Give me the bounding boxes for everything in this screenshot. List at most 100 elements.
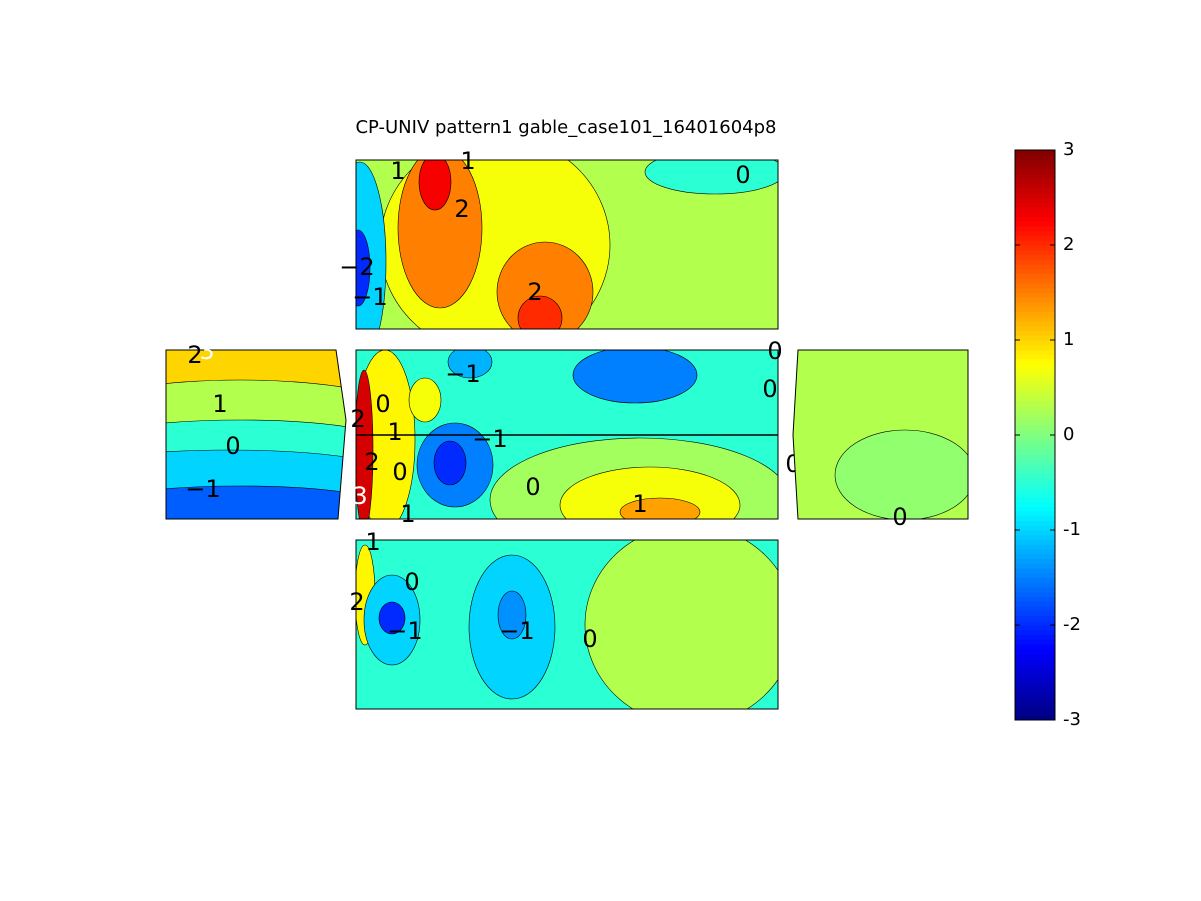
colorbar-tick-label: -2: [1063, 614, 1081, 635]
colorbar-swatch: [1015, 568, 1055, 574]
colorbar-swatch: [1015, 468, 1055, 474]
colorbar-swatch: [1015, 463, 1055, 469]
contour-label: −1: [445, 360, 480, 388]
colorbar-swatch: [1015, 283, 1055, 289]
contour-region: [834, 429, 968, 519]
contour-label: 0: [762, 375, 777, 403]
colorbar-swatch: [1015, 525, 1055, 531]
colorbar-swatch: [1015, 278, 1055, 284]
colorbar-swatch: [1015, 226, 1055, 232]
colorbar-swatch: [1015, 344, 1055, 350]
colorbar-swatch: [1015, 202, 1055, 208]
colorbar-swatch: [1015, 544, 1055, 550]
colorbar-swatch: [1015, 306, 1055, 312]
colorbar-swatch: [1015, 425, 1055, 431]
panel-border: [355, 349, 779, 520]
colorbar-swatch: [1015, 705, 1055, 711]
colorbar-swatch: [1015, 169, 1055, 175]
colorbar-swatch: [1015, 373, 1055, 379]
colorbar-swatch: [1015, 178, 1055, 184]
contour-label: 0: [767, 337, 782, 365]
panel: [793, 350, 968, 519]
colorbar-swatch: [1015, 487, 1055, 493]
colorbar-swatch: [1015, 591, 1055, 597]
colorbar-swatch: [1015, 359, 1055, 365]
contour-label: 2: [350, 405, 365, 433]
colorbar-swatch: [1015, 563, 1055, 569]
panel-border: [355, 159, 779, 330]
contour-label: 0: [735, 161, 750, 189]
colorbar-swatch: [1015, 240, 1055, 246]
contour-region: [356, 229, 371, 307]
colorbar-swatch: [1015, 648, 1055, 654]
colorbar-swatch: [1015, 572, 1055, 578]
colorbar-swatch: [1015, 392, 1055, 398]
colorbar-tick-label: 3: [1063, 139, 1074, 160]
colorbar-swatch: [1015, 691, 1055, 697]
colorbar-swatch: [1015, 216, 1055, 222]
colorbar-swatch: [1015, 316, 1055, 322]
contour-label: −1: [352, 283, 387, 311]
colorbar-swatch: [1015, 677, 1055, 683]
colorbar-swatch: [1015, 682, 1055, 688]
colorbar-swatch: [1015, 558, 1055, 564]
colorbar-swatch: [1015, 520, 1055, 526]
colorbar-swatch: [1015, 496, 1055, 502]
colorbar-swatch: [1015, 292, 1055, 298]
colorbar-swatch: [1015, 658, 1055, 664]
colorbar-swatch: [1015, 710, 1055, 716]
contour-region: [517, 295, 563, 329]
colorbar-swatch: [1015, 340, 1055, 346]
contour-region: [644, 160, 778, 195]
colorbar-swatch: [1015, 663, 1055, 669]
contour-label: 0: [392, 458, 407, 486]
contour-region: [356, 369, 374, 519]
colorbar-swatch: [1015, 150, 1055, 156]
contour-region: [619, 497, 701, 519]
colorbar-swatch: [1015, 197, 1055, 203]
colorbar-tick-label: -1: [1063, 519, 1081, 540]
colorbar-swatch: [1015, 601, 1055, 607]
contour-region: [497, 590, 527, 640]
contour-label: 2: [454, 195, 469, 223]
colorbar-swatch: [1015, 625, 1055, 631]
contour-label: −1: [185, 475, 220, 503]
colorbar-tick-label: 1: [1063, 329, 1074, 350]
colorbar-swatch: [1015, 539, 1055, 545]
contour-region: [584, 540, 778, 709]
contour-label: 2: [364, 448, 379, 476]
colorbar-swatch: [1015, 211, 1055, 217]
contour-label: 3: [352, 482, 367, 510]
colorbar-swatch: [1015, 473, 1055, 479]
contour-label: 2: [527, 278, 542, 306]
colorbar-swatch: [1015, 610, 1055, 616]
colorbar-swatch: [1015, 530, 1055, 536]
contour-label: 1: [212, 390, 227, 418]
colorbar-swatch: [1015, 634, 1055, 640]
contour-label: 0: [404, 568, 419, 596]
contour-label: 1: [365, 528, 380, 556]
colorbar-swatch: [1015, 173, 1055, 179]
colorbar-swatch: [1015, 230, 1055, 236]
colorbar-swatch: [1015, 302, 1055, 308]
colorbar-swatch: [1015, 287, 1055, 293]
colorbar-swatch: [1015, 587, 1055, 593]
colorbar-swatch: [1015, 363, 1055, 369]
colorbar-swatch: [1015, 325, 1055, 331]
colorbar-swatch: [1015, 629, 1055, 635]
colorbar-swatch: [1015, 382, 1055, 388]
colorbar-swatch: [1015, 449, 1055, 455]
colorbar-swatch: [1015, 397, 1055, 403]
colorbar-swatch: [1015, 192, 1055, 198]
colorbar-swatch: [1015, 549, 1055, 555]
contour-label: 0: [225, 432, 240, 460]
colorbar-swatch: [1015, 254, 1055, 260]
colorbar-swatch: [1015, 701, 1055, 707]
contour-label: 3: [199, 337, 214, 365]
colorbar-swatch: [1015, 506, 1055, 512]
colorbar-swatch: [1015, 245, 1055, 251]
contour-label: 2: [349, 588, 364, 616]
colorbar-swatch: [1015, 672, 1055, 678]
colorbar-swatch: [1015, 715, 1055, 721]
